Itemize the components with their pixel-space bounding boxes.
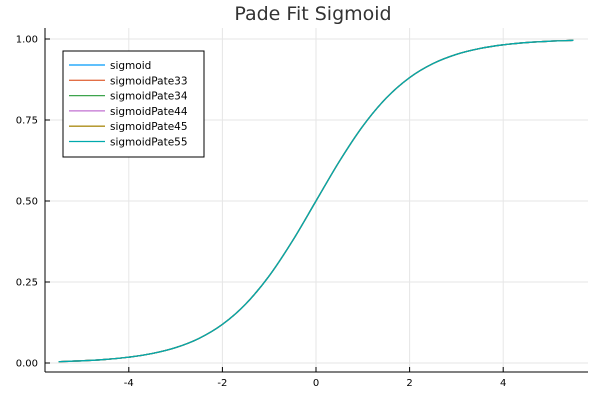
legend-label: sigmoidPate34 <box>110 91 188 103</box>
legend-label: sigmoidPate44 <box>110 106 188 118</box>
x-tick-label: 4 <box>500 378 506 389</box>
legend: sigmoid sigmoidPate33 sigmoidPate34 sigmoid… <box>62 50 205 158</box>
y-tick-label: 0.00 <box>16 359 38 370</box>
y-tick-label: 0.75 <box>16 116 38 127</box>
chart-title: Pade Fit Sigmoid <box>234 3 391 25</box>
series-lines <box>58 39 574 363</box>
legend-label: sigmoidPate45 <box>110 121 188 133</box>
series-line-sigmoidPate55 <box>58 39 574 363</box>
x-tick-label: -2 <box>217 378 227 389</box>
x-tick-label: 2 <box>406 378 412 389</box>
y-tick-label: 0.50 <box>16 197 38 208</box>
tick-labels: -4 -2 0 2 4 0.00 0.25 0.50 0.75 1.00 <box>16 35 507 390</box>
legend-label: sigmoid <box>110 60 151 72</box>
x-tick-label: -4 <box>124 378 134 389</box>
y-tick-label: 0.25 <box>16 278 38 289</box>
axes <box>44 28 588 373</box>
legend-label: sigmoidPate55 <box>110 137 188 149</box>
legend-box <box>62 50 205 158</box>
legend-label: sigmoidPate33 <box>110 75 188 87</box>
y-tick-label: 1.00 <box>16 35 38 46</box>
x-tick-label: 0 <box>313 378 319 389</box>
